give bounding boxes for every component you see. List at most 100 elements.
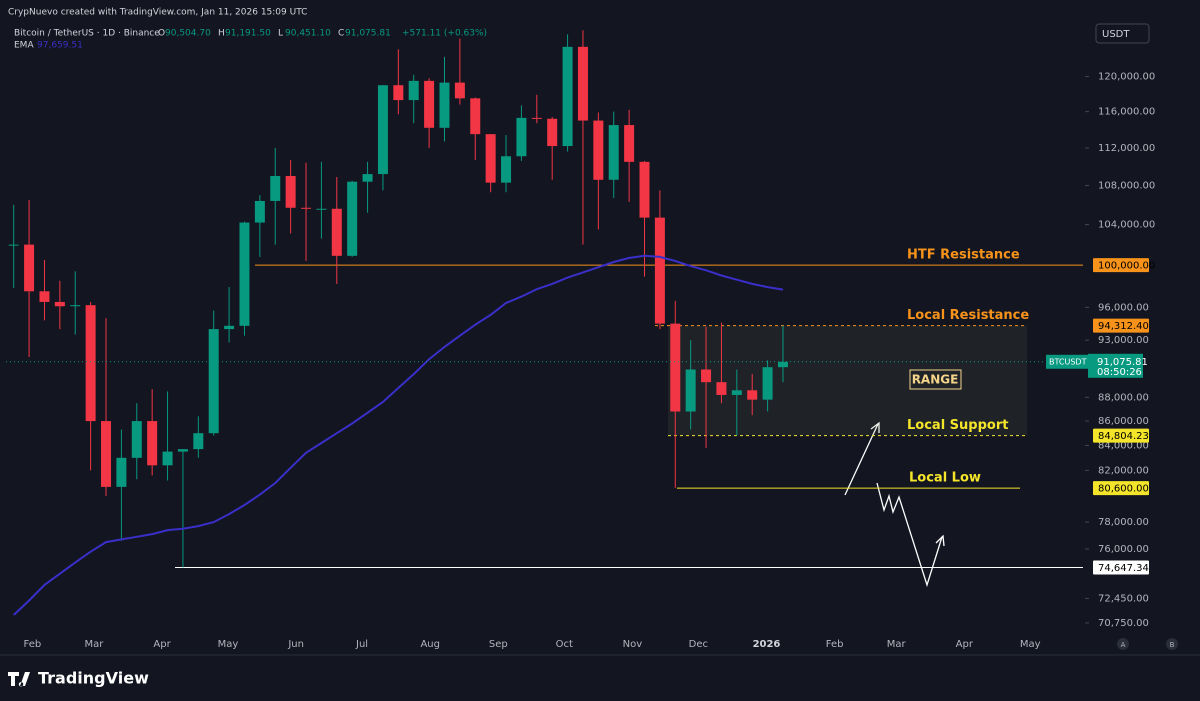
- candle-body: [439, 82, 450, 128]
- candle-body: [331, 208, 342, 256]
- candle-body: [39, 291, 50, 302]
- y-tick-label: 70,750.00: [1098, 618, 1149, 629]
- scale-button[interactable]: [1166, 638, 1178, 650]
- x-tick-label: 2026: [753, 639, 781, 650]
- price-tag: [1088, 353, 1143, 378]
- y-tick-label: 78,000.00: [1098, 517, 1149, 528]
- candle-body: [501, 156, 512, 183]
- candle-body: [593, 120, 604, 180]
- candle-body: [54, 301, 65, 307]
- candle-body: [285, 175, 296, 208]
- candle-body: [639, 161, 650, 218]
- scale-button-label[interactable]: A: [1121, 641, 1126, 649]
- candle-body: [116, 457, 127, 487]
- currency[interactable]: USDT: [1102, 29, 1130, 40]
- candle-body: [531, 117, 542, 119]
- x-tick-label: Sep: [489, 639, 508, 650]
- candle-body: [193, 433, 204, 450]
- ohlc-value: 91,191.50: [225, 29, 271, 39]
- level-tag: [1093, 560, 1149, 575]
- candle-body: [177, 449, 188, 452]
- level-tag: [1093, 481, 1149, 496]
- candle-body: [70, 305, 81, 307]
- candle-body: [254, 200, 265, 223]
- level-name: Local Low: [909, 471, 981, 486]
- level-tag-label: 84,804.23: [1098, 431, 1149, 442]
- candle-body: [24, 244, 35, 292]
- symbol-tag-label: BTCUSDT: [1049, 357, 1087, 366]
- level-tag-label: 100,000.00: [1098, 261, 1155, 272]
- arrowhead: [870, 421, 880, 433]
- candle-body: [454, 82, 465, 99]
- level-tag: [1093, 318, 1149, 333]
- ema-legend-value: 97,659.51: [37, 41, 83, 51]
- level-name: HTF Resistance: [907, 248, 1020, 263]
- ohlc-value: 91,075.81: [345, 29, 391, 39]
- x-tick-label: Oct: [556, 639, 573, 650]
- candle-body: [670, 323, 681, 412]
- ohlc-key: C: [338, 29, 344, 39]
- brand-logo: TradingView: [8, 669, 149, 688]
- currency-button[interactable]: [1095, 23, 1150, 44]
- x-tick-label: Mar: [887, 639, 907, 650]
- scale-button-label[interactable]: B: [1170, 641, 1175, 649]
- candle-body: [516, 117, 527, 157]
- candle-body: [85, 305, 96, 422]
- candle-body: [608, 125, 619, 180]
- x-tick-label: May: [1020, 639, 1041, 650]
- candle-body: [162, 451, 173, 466]
- y-tick-label: 93,000.00: [1098, 335, 1149, 346]
- candle-body: [685, 369, 696, 412]
- symbol: Bitcoin / TetherUS · 1D · Binance: [14, 29, 160, 39]
- y-tick-label: 84,000.00: [1098, 440, 1149, 451]
- x-tick-label: Aug: [420, 639, 440, 650]
- ohlc-value: 90,504.70: [165, 29, 211, 39]
- y-tick-label: 104,000.00: [1098, 220, 1155, 231]
- candle-body: [362, 174, 373, 182]
- candle-body: [270, 175, 281, 201]
- range-box: [668, 325, 1027, 436]
- candle-body: [8, 244, 19, 246]
- y-tick-label: 86,000.00: [1098, 416, 1149, 427]
- x-tick-label: Mar: [84, 639, 104, 650]
- ema-line: [13, 254, 784, 616]
- candle-body: [239, 222, 250, 326]
- candle-body: [777, 361, 788, 368]
- level-tag: [1093, 428, 1149, 443]
- credit: CrypNuevo created with TradingView.com, …: [8, 8, 307, 18]
- scale-button[interactable]: [1117, 638, 1129, 650]
- candle-body: [424, 80, 435, 128]
- x-tick-label: Jun: [287, 639, 304, 650]
- level-name: Local Resistance: [907, 308, 1029, 323]
- ohlc-key: H: [218, 29, 225, 39]
- candle-body: [731, 390, 742, 395]
- ohlc-value: 90,451.10: [285, 29, 331, 39]
- candle-body: [701, 369, 712, 383]
- price-tag-label: 91,075.81: [1097, 357, 1148, 368]
- countdown: 08:50:26: [1097, 367, 1142, 378]
- candle-body: [485, 134, 496, 183]
- y-tick-label: 76,000.00: [1098, 544, 1149, 555]
- candle-body: [562, 46, 573, 147]
- y-tick-label: 82,000.00: [1098, 465, 1149, 476]
- candle-body: [747, 390, 758, 400]
- ema-legend-name: EMA: [14, 41, 34, 51]
- level-tag-label: 94,312.40: [1098, 321, 1149, 332]
- candle-body: [301, 207, 312, 209]
- candle-body: [716, 382, 727, 395]
- candle-body: [316, 208, 327, 210]
- y-tick-label: 88,000.00: [1098, 392, 1149, 403]
- y-tick-label: 72,450.00: [1098, 593, 1149, 604]
- candle-body: [147, 421, 158, 466]
- ohlc-key: L: [278, 29, 283, 39]
- candle-body: [547, 118, 558, 147]
- range-label-box: [909, 369, 962, 390]
- candle-body: [377, 85, 388, 175]
- candle-body: [347, 181, 358, 256]
- y-tick-label: 112,000.00: [1098, 143, 1155, 154]
- candle-body: [654, 217, 665, 324]
- x-tick-label: Apr: [153, 639, 171, 650]
- y-tick-label: 116,000.00: [1098, 107, 1155, 118]
- candle-body: [208, 329, 219, 434]
